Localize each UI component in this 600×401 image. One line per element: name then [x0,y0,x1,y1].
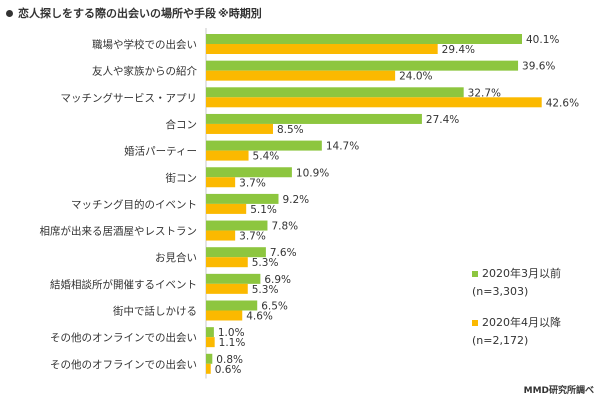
category-label: 職場や学校での出会い [92,38,197,51]
category-label: お見合い [155,251,197,264]
data-label: 7.6% [270,247,297,259]
bar-after [206,70,396,81]
source-note: MMD研究所調べ [523,386,594,396]
bar-before [206,113,422,124]
bar-before [206,87,464,98]
data-label: 5.4% [253,151,280,163]
category-label: 婚活パーティー [124,145,197,158]
data-label: 32.7% [468,87,501,99]
category-label: その他のオフラインでの出会い [50,358,197,371]
data-label: 42.6% [546,97,579,109]
bar-before [206,60,519,71]
data-label: 27.4% [426,114,459,126]
category-label: 相席が出来る居酒屋やレストラン [40,225,198,238]
bar-after [206,97,542,108]
data-label: 5.3% [252,257,279,269]
legend-sample-2: (n=2,172) [472,334,529,347]
data-label: 29.4% [442,44,475,56]
chart-title: 恋人探しをする際の出会いの場所や手段 [18,7,216,20]
chart-title-row: 恋人探しをする際の出会いの場所や手段 ※時期別 [6,5,262,21]
category-label: マッチングサービス・アプリ [61,91,198,104]
data-label: 40.1% [526,34,559,46]
legend-label-1: 2020年3月以前 [482,267,561,280]
category-label: 友人や家族からの紹介 [92,65,197,78]
data-label: 0.6% [215,364,242,376]
bar-after [206,363,211,374]
data-label: 4.6% [246,311,273,323]
legend-label-2: 2020年4月以降 [482,316,561,329]
data-label: 24.0% [399,71,432,83]
data-label: 14.7% [326,141,359,153]
bar-before [206,353,213,364]
bar-after [206,337,215,348]
bar-before [206,34,522,44]
bar-before [206,167,292,178]
category-label: 合コン [166,118,198,131]
category-label: 結婚相談所が開催するイベント [50,278,197,291]
bar-after [206,150,249,161]
data-label: 10.9% [296,167,329,179]
data-label: 3.7% [239,177,266,189]
legend-sample-1: (n=3,303) [472,285,529,298]
data-label: 9.2% [282,194,309,206]
data-label: 39.6% [522,61,555,73]
bar-after [206,230,236,241]
data-label: 7.8% [271,221,298,233]
data-label: 5.3% [252,284,279,296]
data-label: 8.5% [277,124,304,136]
category-label: その他のオンラインでの出会い [50,331,197,344]
category-label: 街コン [166,171,198,184]
bar-before [206,247,266,258]
bar-before [206,140,322,151]
bar-before [206,273,261,284]
chart-subtitle: ※時期別 [218,7,262,20]
bar-after [206,44,438,54]
bar-after [206,283,248,294]
bar-after [206,310,243,321]
legend-swatch-1 [472,271,478,277]
legend-series-2: 2020年4月以降 (n=2,172) [472,314,561,350]
data-label: 3.7% [239,231,266,243]
category-label: マッチング目的のイベント [71,198,197,211]
data-label: 6.5% [261,301,288,313]
bar-before [206,193,279,204]
title-bullet-icon [6,9,13,17]
bar-before [206,220,268,231]
category-label: 街中で話しかける [113,305,197,318]
legend-series-1: 2020年3月以前 (n=3,303) [472,265,561,301]
data-label: 6.9% [264,274,291,286]
data-label: 1.0% [218,327,245,339]
bar-after [206,177,236,188]
legend-swatch-2 [472,320,478,326]
bar-before [206,327,214,338]
data-label: 5.1% [250,204,277,216]
bar-after [206,203,247,214]
bar-after [206,257,248,268]
data-label: 0.8% [216,354,243,366]
bar-before [206,300,258,311]
data-label: 1.1% [219,337,246,349]
bar-after [206,123,273,134]
